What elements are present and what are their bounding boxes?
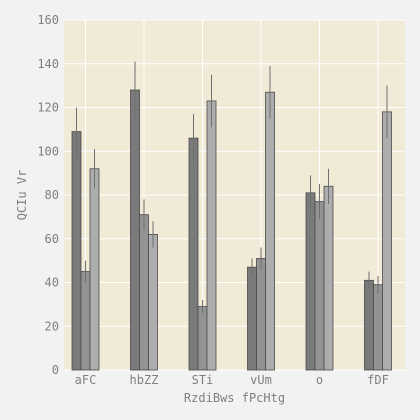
bar-o-1	[314, 201, 325, 371]
bar-fDF-1	[373, 284, 383, 371]
y-tick-label-60: 60	[45, 232, 59, 246]
y-tick-label-160: 160	[37, 13, 59, 27]
bar-hbZZ-2	[148, 233, 158, 371]
x-tick-label-fDF: fDF	[367, 373, 389, 387]
bar-o-2	[323, 185, 334, 371]
error-bars	[76, 61, 388, 314]
y-tick-label-120: 120	[37, 101, 59, 115]
y-tick-label-140: 140	[37, 57, 59, 71]
x-axis-label: RzdiBws fPcHtg	[184, 391, 285, 405]
bar-hbZZ-0	[130, 89, 140, 371]
bars	[71, 89, 392, 371]
bar-aFC-1	[80, 271, 91, 371]
x-tick-label-hbZZ: hbZZ	[130, 373, 159, 387]
y-tick-label-80: 80	[45, 188, 59, 202]
x-tick-label-vUm: vUm	[250, 373, 272, 387]
x-tick-label-STi: STi	[192, 373, 214, 387]
y-tick-label-0: 0	[52, 363, 59, 377]
bar-o-0	[305, 192, 316, 371]
y-tick-label-20: 20	[45, 319, 59, 333]
bar-aFC-2	[89, 168, 100, 371]
bar-STi-0	[188, 137, 199, 371]
y-axis-label: QCIu Vr	[15, 170, 29, 221]
bar-fDF-0	[364, 279, 374, 371]
bar-vUm-1	[256, 258, 266, 371]
y-tick-label-100: 100	[37, 144, 59, 158]
bar-STi-2	[206, 100, 217, 371]
y-tick-labels: 0 20 40 60 80 100 120 140 160	[37, 13, 59, 377]
y-tick-label-40: 40	[45, 276, 59, 290]
bar-aFC-0	[71, 131, 82, 371]
bar-vUm-0	[247, 266, 257, 371]
bar-hbZZ-1	[139, 214, 149, 371]
bar-vUm-2	[265, 91, 275, 371]
bar-STi-1	[197, 306, 208, 371]
x-tick-label-aFC: aFC	[75, 373, 97, 387]
bar-fDF-2	[382, 111, 392, 371]
x-tick-label-o: o	[316, 373, 323, 387]
x-tick-labels: aFC hbZZ STi vUm o fDF	[75, 373, 389, 387]
